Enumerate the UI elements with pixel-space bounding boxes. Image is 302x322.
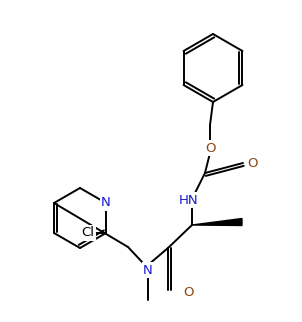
Text: O: O [183, 286, 193, 298]
Text: N: N [143, 263, 153, 277]
Text: O: O [205, 141, 215, 155]
Polygon shape [192, 219, 242, 225]
Text: O: O [247, 156, 257, 169]
Text: HN: HN [179, 194, 199, 206]
Text: Cl: Cl [82, 226, 95, 240]
Text: N: N [101, 196, 111, 210]
